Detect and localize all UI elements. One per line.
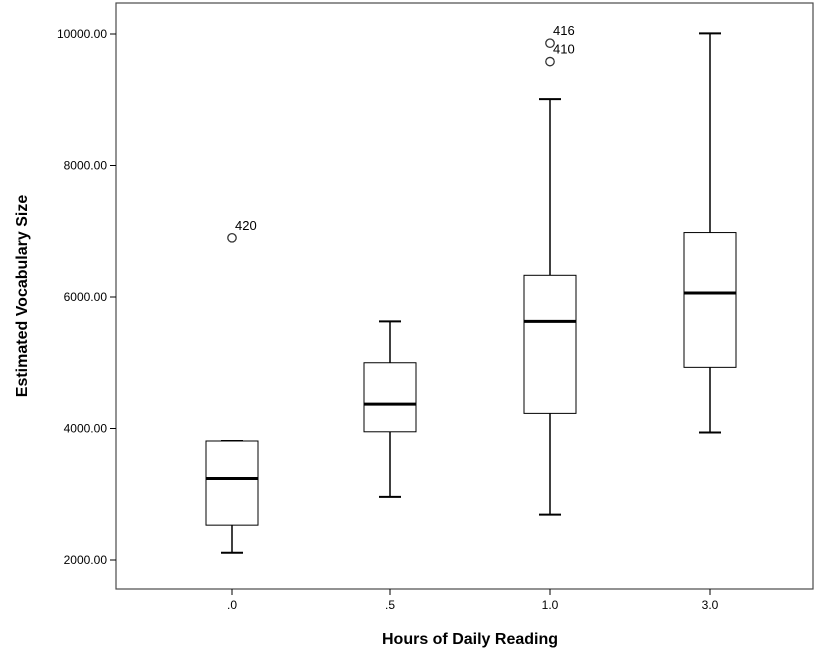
x-tick-label: .0 <box>227 598 237 612</box>
y-tick-label: 4000.00 <box>64 422 108 436</box>
box-group: 420 <box>205 218 259 554</box>
outlier-point <box>227 232 237 243</box>
y-tick-label: 10000.00 <box>57 27 107 41</box>
x-axis-title: Hours of Daily Reading <box>382 631 558 648</box>
box-group <box>363 320 417 498</box>
box <box>205 440 259 526</box>
outlier-label: 416 <box>553 23 575 38</box>
x-tick-label: 3.0 <box>702 598 719 612</box>
x-axis: .0 .5 1.0 3.0 <box>227 589 719 612</box>
x-tick-label: .5 <box>385 598 395 612</box>
box-group <box>683 32 737 434</box>
y-axis: 2000.00 4000.00 6000.00 8000.00 10000.00 <box>57 27 116 567</box>
y-tick-label: 8000.00 <box>64 159 108 173</box>
x-tick-label: 1.0 <box>542 598 559 612</box>
y-tick-label: 6000.00 <box>64 290 108 304</box>
outlier-point <box>545 56 555 67</box>
box <box>683 232 737 368</box>
y-axis-title: Estimated Vocabulary Size <box>14 195 31 398</box>
box <box>363 362 417 433</box>
box <box>523 274 577 414</box>
outlier-label: 420 <box>235 218 257 233</box>
outlier-label: 410 <box>553 42 575 57</box>
y-tick-label: 2000.00 <box>64 553 108 567</box>
outlier-point <box>545 38 555 49</box>
